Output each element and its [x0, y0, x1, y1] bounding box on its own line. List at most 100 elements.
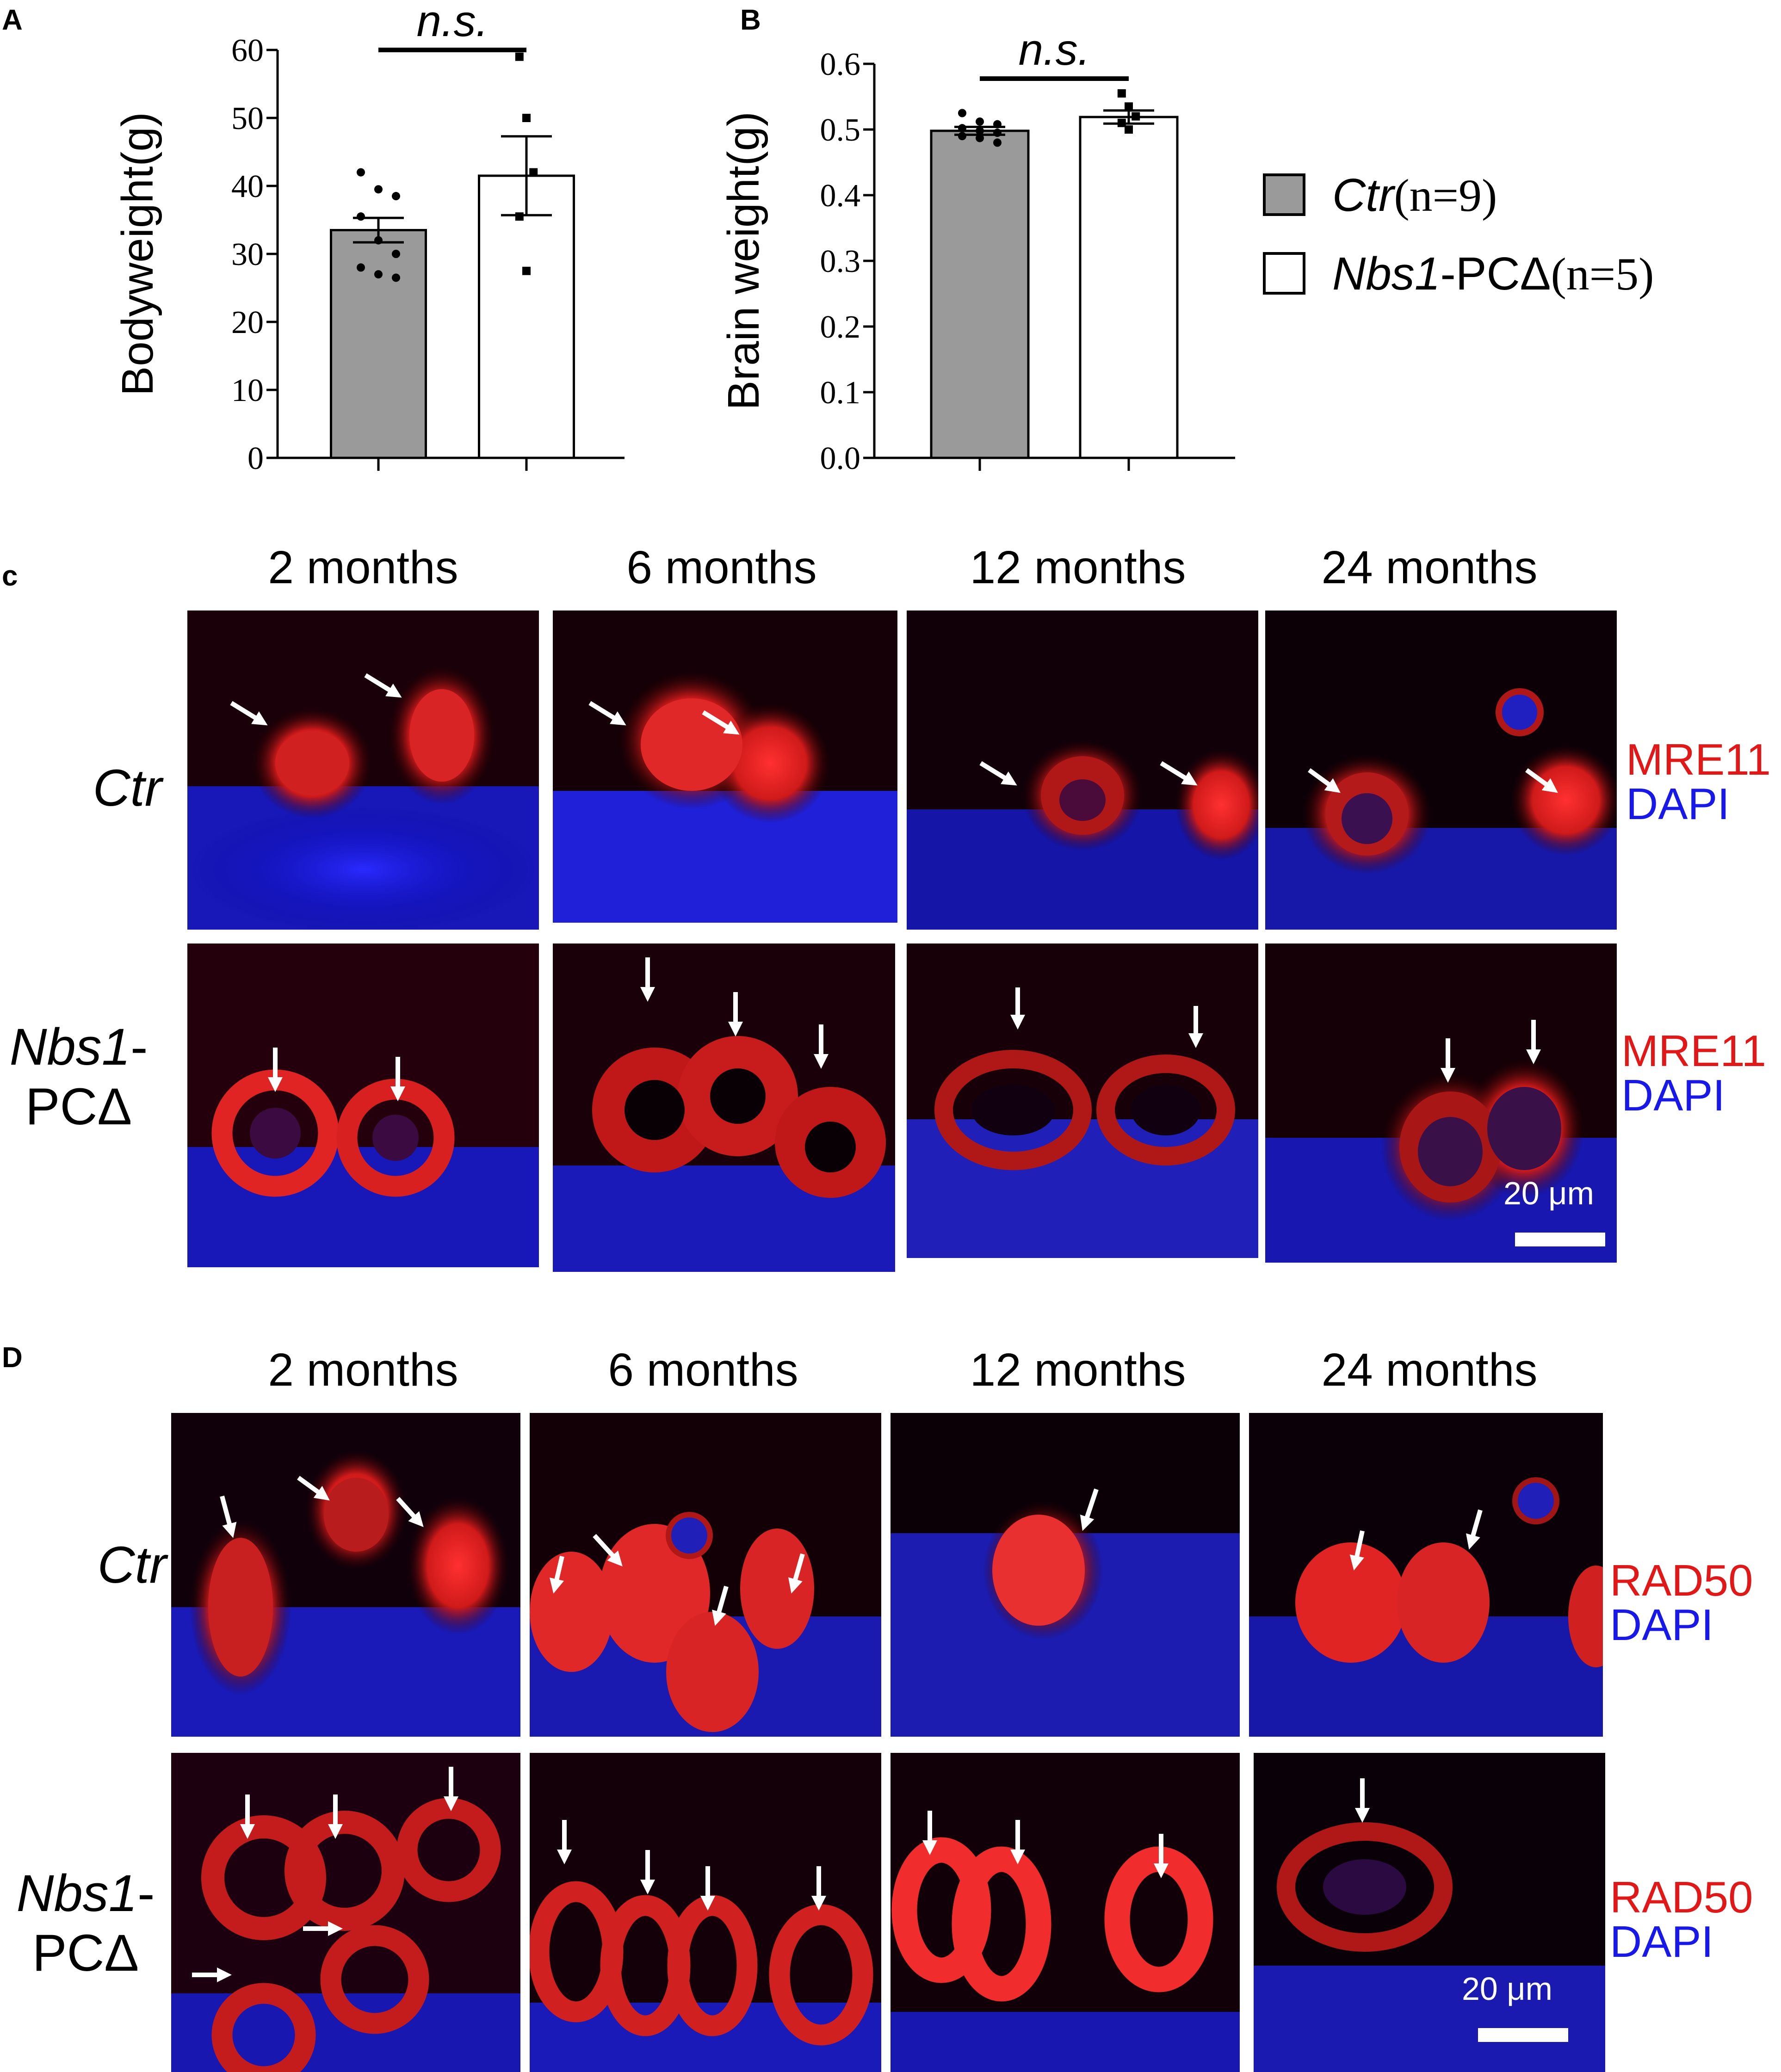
y-tick-label: 0.4 — [820, 178, 861, 214]
y-tick-label: 0.1 — [820, 375, 861, 411]
c-row-nbs-italic: Nbs1 — [9, 1018, 131, 1076]
y-axis-label: Bodyweight(g) — [113, 112, 162, 396]
legend-ctr-name: Ctr — [1332, 169, 1394, 221]
y-tick-label: 50 — [231, 101, 264, 136]
data-point — [392, 273, 400, 282]
c-nbs-6m-image — [553, 944, 895, 1272]
panel-label-d: D — [2, 1342, 23, 1374]
data-point — [958, 132, 966, 141]
bar — [1079, 116, 1179, 459]
d-row-label-ctr: Ctr — [28, 1536, 167, 1595]
brain-weight-chart: 0.0 0.1 0.2 0.3 0.4 0.5 0.6 Brain weight(g) n.s. — [722, 25, 1235, 476]
data-point — [357, 168, 365, 177]
data-point — [976, 126, 984, 135]
d-col-6-months: 6 months — [608, 1344, 798, 1396]
c-row-ctr-text: Ctr — [93, 759, 162, 817]
y-tick-label: 0.2 — [820, 309, 861, 345]
bar — [330, 229, 427, 459]
d-nbs-12m-image — [890, 1753, 1240, 2072]
c-scale-label: 20 μm — [1503, 1175, 1594, 1211]
data-point — [515, 212, 524, 221]
y-tick-label: 20 — [231, 305, 264, 340]
data-point — [392, 192, 400, 201]
bodyweight-chart: 0 10 20 30 40 50 60 Bodyweight(g) n.s. — [113, 0, 625, 476]
c-stain-red-1: MRE11 — [1626, 735, 1771, 784]
legend-nbs-name: Nbs1 — [1332, 248, 1441, 300]
legend-nbs-n: (n=5) — [1551, 248, 1654, 300]
c-col-6-months: 6 months — [626, 542, 817, 593]
legend-nbs-suffix: -PCΔ — [1440, 248, 1551, 300]
data-point — [357, 263, 365, 272]
data-point — [522, 114, 531, 122]
data-point — [958, 109, 966, 117]
c-col-24-months: 24 months — [1321, 542, 1538, 593]
data-point — [958, 124, 966, 133]
legend: Ctr(n=9) Nbs1-PCΔ(n=5) — [1263, 164, 1772, 312]
legend-swatch-nbs — [1263, 252, 1305, 295]
data-point — [374, 270, 383, 279]
y-tick-label: 0.5 — [820, 112, 861, 148]
d-col-24-months: 24 months — [1321, 1344, 1538, 1396]
data-point — [357, 212, 365, 221]
c-col-2-months: 2 months — [268, 542, 458, 593]
d-row-label-nbs: Nbs1- PCΔ — [5, 1864, 167, 1983]
data-point — [515, 52, 524, 61]
d-nbs-2m-image — [171, 1753, 520, 2072]
d-ctr-6m-image — [530, 1413, 881, 1737]
bar — [930, 130, 1030, 459]
c-stain-red-2: MRE11 — [1621, 1026, 1766, 1076]
c-scale-bar — [1515, 1233, 1605, 1246]
data-point — [529, 168, 538, 177]
c-col-12-months: 12 months — [970, 542, 1186, 593]
c-nbs-24m-image — [1265, 944, 1617, 1263]
d-stain-red-1: RAD50 — [1610, 1556, 1753, 1605]
legend-ctr-n: (n=9) — [1394, 170, 1497, 221]
d-scale-bar — [1478, 2028, 1568, 2042]
d-row-nbs-line1: Nbs1- — [5, 1864, 167, 1924]
y-tick-label: 0 — [247, 441, 264, 476]
d-row-ctr-text: Ctr — [97, 1536, 167, 1594]
significance-label: n.s. — [1019, 25, 1090, 74]
c-stain-legend-ctr: MRE11 DAPI — [1626, 738, 1771, 826]
y-tick-label: 0.3 — [820, 244, 861, 279]
y-axis-label: Brain weight(g) — [722, 111, 768, 410]
panel-label-c: c — [2, 560, 18, 592]
y-tick-label: 60 — [231, 33, 264, 68]
y-tick-label: 10 — [231, 373, 264, 408]
data-point — [1125, 102, 1133, 111]
d-ctr-2m-image — [171, 1413, 520, 1737]
d-stain-legend-nbs: RAD50 DAPI — [1610, 1875, 1753, 1964]
c-row-label-ctr: Ctr — [28, 758, 162, 818]
c-ctr-24m-image — [1265, 610, 1617, 930]
d-stain-red-2: RAD50 — [1610, 1873, 1753, 1922]
d-row-nbs-line2: PCΔ — [32, 1924, 139, 1982]
data-point — [522, 266, 531, 275]
legend-label-ctr: Ctr(n=9) — [1332, 169, 1497, 222]
y-tick-label: 40 — [231, 169, 264, 204]
c-stain-blue-2: DAPI — [1621, 1071, 1725, 1120]
d-stain-legend-ctr: RAD50 DAPI — [1610, 1559, 1753, 1647]
d-nbs-24m-image — [1254, 1753, 1605, 2072]
d-ctr-24m-image — [1249, 1413, 1603, 1737]
data-point — [1132, 112, 1140, 121]
d-scale-label: 20 μm — [1462, 1971, 1552, 2007]
panel-label-b: B — [740, 4, 761, 36]
data-point — [976, 117, 984, 126]
c-ctr-12m-image — [907, 610, 1258, 930]
y-tick-label: 30 — [231, 237, 264, 272]
d-col-12-months: 12 months — [970, 1344, 1186, 1396]
legend-swatch-ctr — [1263, 173, 1305, 216]
legend-label-nbs: Nbs1-PCΔ(n=5) — [1332, 247, 1654, 301]
data-point — [993, 129, 1002, 137]
d-col-2-months: 2 months — [268, 1344, 458, 1396]
d-ctr-12m-image — [890, 1413, 1240, 1737]
bar — [478, 174, 575, 459]
c-row-label-nbs: Nbs1- PCΔ — [0, 1018, 157, 1137]
data-point — [993, 138, 1002, 147]
c-stain-legend-nbs: MRE11 DAPI — [1621, 1029, 1766, 1118]
y-tick-label: 0.0 — [820, 441, 861, 476]
d-row-nbs-italic: Nbs1 — [16, 1864, 138, 1922]
d-stain-blue-2: DAPI — [1610, 1917, 1714, 1967]
c-ctr-2m-image — [187, 610, 539, 930]
data-point — [1117, 89, 1126, 98]
